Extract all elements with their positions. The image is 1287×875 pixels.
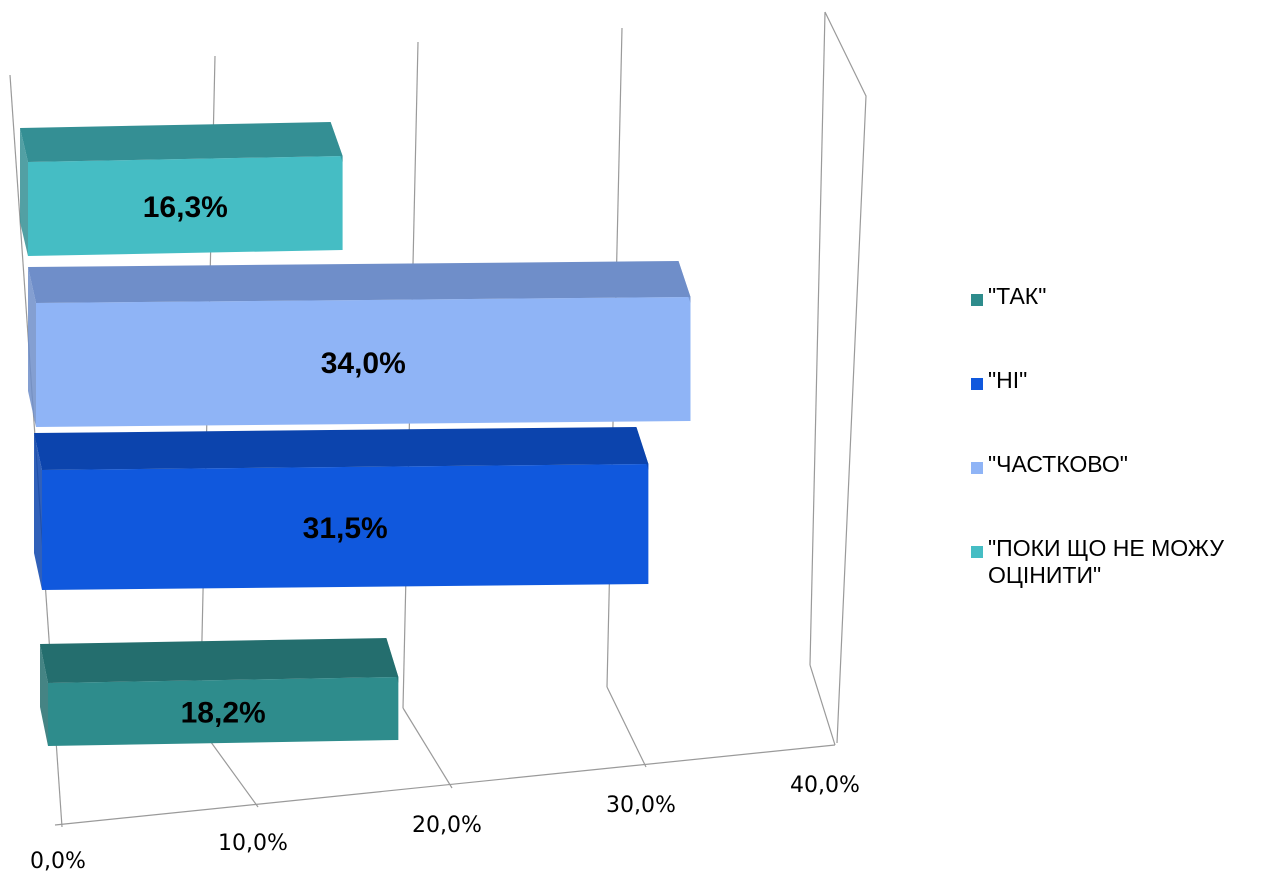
bar-data-label: 16,3% <box>143 191 228 224</box>
floor-edge <box>54 744 836 826</box>
bar-front-face <box>42 464 649 590</box>
legend-item: "ЧАСТКОВО" <box>958 451 1287 535</box>
x-tick-label: 10,0% <box>218 831 288 856</box>
bar: 34,0% <box>28 261 691 427</box>
legend-label: "ЧАСТКОВО" <box>988 451 1128 477</box>
legend-label: "ТАК" <box>988 283 1047 309</box>
legend-swatch <box>971 378 983 390</box>
gridline-floor <box>606 686 647 768</box>
x-tick-label: 20,0% <box>412 813 482 838</box>
bar-data-label: 31,5% <box>303 512 388 545</box>
bar-data-label: 18,2% <box>181 697 266 730</box>
bar-end-cap <box>636 427 649 470</box>
bar-front-face <box>36 297 691 427</box>
bar-side-face <box>28 267 36 427</box>
legend-item: "ТАК" <box>958 283 1287 367</box>
bar-data-label: 34,0% <box>321 347 406 380</box>
legend-item: "ПОКИ ЩО НЕ МОЖУ ОЦІНИТИ" <box>958 535 1287 605</box>
bar-front-face <box>28 156 343 256</box>
chart-bars: 16,3% 34,0% 31,5% 18,2% <box>20 122 691 746</box>
x-tick-label: 30,0% <box>606 793 676 818</box>
bar-top-face <box>20 122 343 162</box>
x-tick-label: 40,0% <box>790 773 860 798</box>
chart-legend: "ТАК" "НІ" "ЧАСТКОВО" "ПОКИ ЩО НЕ МОЖУ ОЦІН… <box>958 283 1287 605</box>
bar-end-cap <box>386 638 399 683</box>
gridline-floor <box>809 664 836 746</box>
bar-side-face <box>40 644 48 746</box>
legend-swatch <box>971 546 983 558</box>
gridline-floor <box>402 707 453 789</box>
legend-swatch <box>971 294 983 306</box>
gridline <box>809 11 826 666</box>
bar-front-face <box>48 677 399 746</box>
bar: 31,5% <box>34 427 649 590</box>
x-axis-tick-labels: 0,0% 10,0% 20,0% 30,0% 40,0% <box>30 773 860 874</box>
legend-swatch <box>971 462 983 474</box>
legend-label: "НІ" <box>988 367 1028 393</box>
x-tick-label: 0,0% <box>30 849 86 874</box>
bar-top-face <box>40 638 399 683</box>
bar-top-face <box>34 427 649 470</box>
bar: 18,2% <box>40 638 399 746</box>
bar-top-face <box>28 261 691 303</box>
bar-side-face <box>34 433 42 590</box>
legend-item: "НІ" <box>958 367 1287 451</box>
bar-end-cap <box>678 261 691 303</box>
bar: 16,3% <box>20 122 343 256</box>
back-wall-edge <box>824 11 867 744</box>
bar-end-cap <box>330 122 343 162</box>
bar-side-face <box>20 128 28 256</box>
legend-label: "ПОКИ ЩО НЕ МОЖУ ОЦІНИТИ" <box>988 535 1224 588</box>
